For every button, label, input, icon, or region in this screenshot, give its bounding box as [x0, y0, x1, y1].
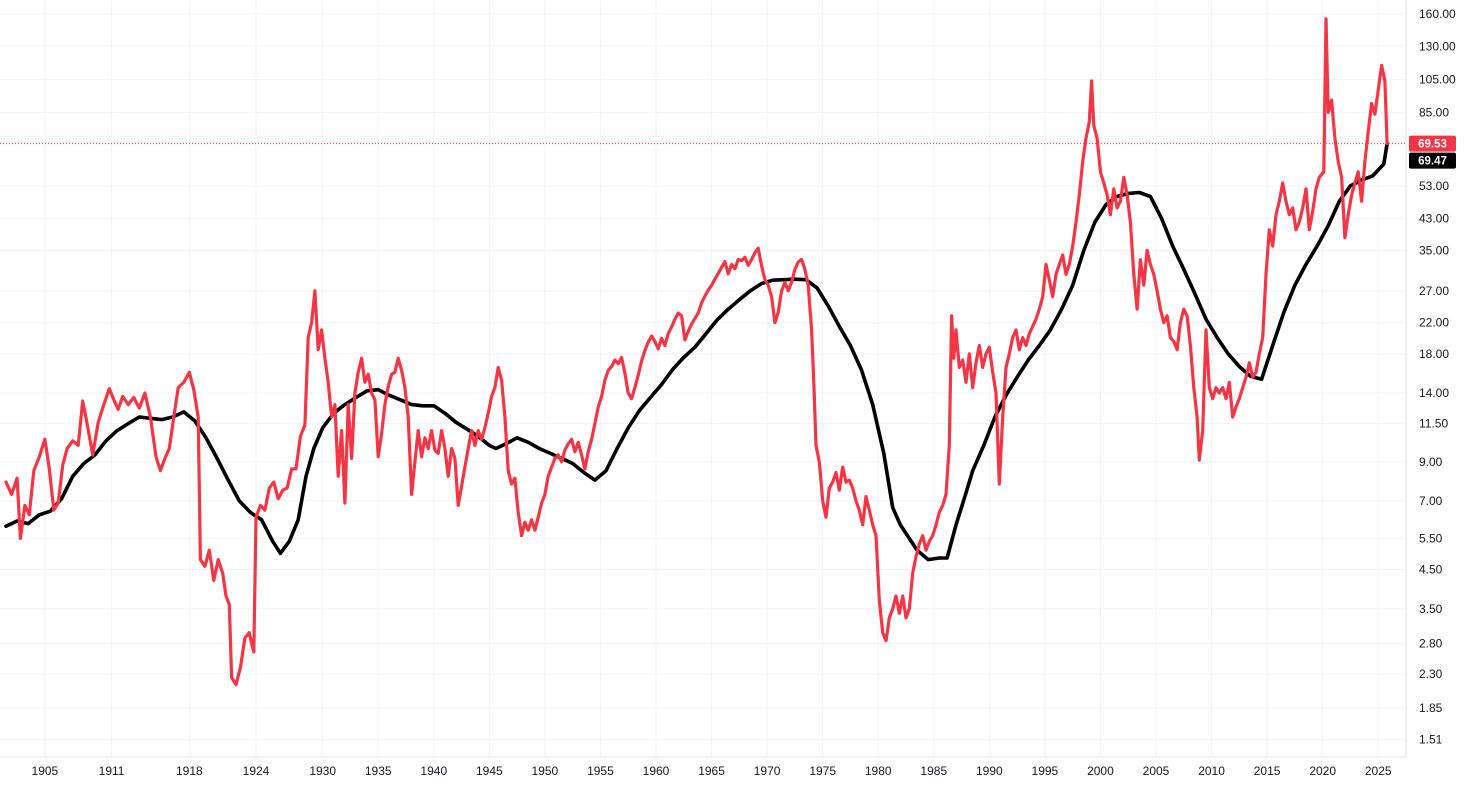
time-tick-label: 2025: [1365, 764, 1392, 778]
axis-layer: [0, 0, 1407, 758]
time-tick-label: 2020: [1309, 764, 1336, 778]
time-axis[interactable]: 1905 1911 1918 1924 1930 1935 1940 1945 1950 1955…: [32, 764, 1392, 778]
price-tick-label: 3.50: [1419, 602, 1443, 616]
last-average-tag: [1409, 152, 1456, 169]
price-tick-label: 105.00: [1419, 72, 1456, 86]
time-tick-label: 1924: [243, 764, 270, 778]
last-value-tags: 69.53 69.47: [1409, 135, 1456, 169]
time-tick-label: 1960: [643, 764, 670, 778]
last-price-tag: [1409, 135, 1456, 152]
price-tick-label: 27.00: [1419, 284, 1449, 298]
time-tick-label: 2005: [1143, 764, 1170, 778]
price-tick-label: 22.00: [1419, 316, 1449, 330]
time-tick-label: 2015: [1254, 764, 1281, 778]
time-tick-label: 1945: [476, 764, 503, 778]
time-tick-label: 1995: [1032, 764, 1059, 778]
price-tick-label: 35.00: [1419, 243, 1449, 257]
price-tick-label: 1.51: [1419, 733, 1443, 747]
price-tick-label: 85.00: [1419, 105, 1449, 119]
time-tick-label: 1955: [587, 764, 614, 778]
price-tick-label: 160.00: [1419, 7, 1456, 21]
price-tick-label: 2.30: [1419, 667, 1443, 681]
time-tick-label: 1950: [532, 764, 559, 778]
price-tick-label: 2.80: [1419, 636, 1443, 650]
price-tick-label: 18.00: [1419, 347, 1449, 361]
price-tick-label: 11.50: [1419, 417, 1448, 431]
time-tick-label: 1975: [809, 764, 836, 778]
price-tick-label: 4.50: [1419, 563, 1443, 577]
moving-average-line[interactable]: [4, 142, 1389, 562]
price-tick-label: 53.00: [1419, 179, 1449, 193]
time-tick-label: 1990: [976, 764, 1003, 778]
price-tick-label: 7.00: [1419, 494, 1443, 508]
time-tick-label: 1980: [865, 764, 892, 778]
price-line[interactable]: [4, 17, 1389, 687]
price-tick-label: 130.00: [1419, 39, 1456, 53]
price-tick-label: 1.85: [1419, 701, 1443, 715]
price-tick-label: 43.00: [1419, 211, 1449, 225]
time-tick-label: 1911: [99, 764, 125, 778]
time-tick-label: 1905: [32, 764, 59, 778]
grid-layer: [0, 0, 1406, 757]
price-tick-label: 9.00: [1419, 455, 1443, 469]
time-tick-label: 2010: [1198, 764, 1225, 778]
last-price-tag-label: 69.53: [1418, 139, 1447, 151]
last-average-tag-label: 69.47: [1418, 156, 1447, 168]
price-tick-label: 14.00: [1419, 386, 1449, 400]
price-tick-label: 5.50: [1419, 531, 1443, 545]
time-tick-label: 1965: [698, 764, 725, 778]
time-tick-label: 1935: [365, 764, 392, 778]
time-tick-label: 2000: [1087, 764, 1114, 778]
price-axis[interactable]: 160.00130.00105.0085.0070.0053.0043.0035…: [1419, 7, 1456, 747]
time-tick-label: 1940: [420, 764, 447, 778]
time-tick-label: 1918: [176, 764, 203, 778]
series-layer: [4, 17, 1389, 687]
time-tick-label: 1930: [309, 764, 336, 778]
time-tick-label: 1985: [920, 764, 947, 778]
time-tick-label: 1970: [754, 764, 781, 778]
